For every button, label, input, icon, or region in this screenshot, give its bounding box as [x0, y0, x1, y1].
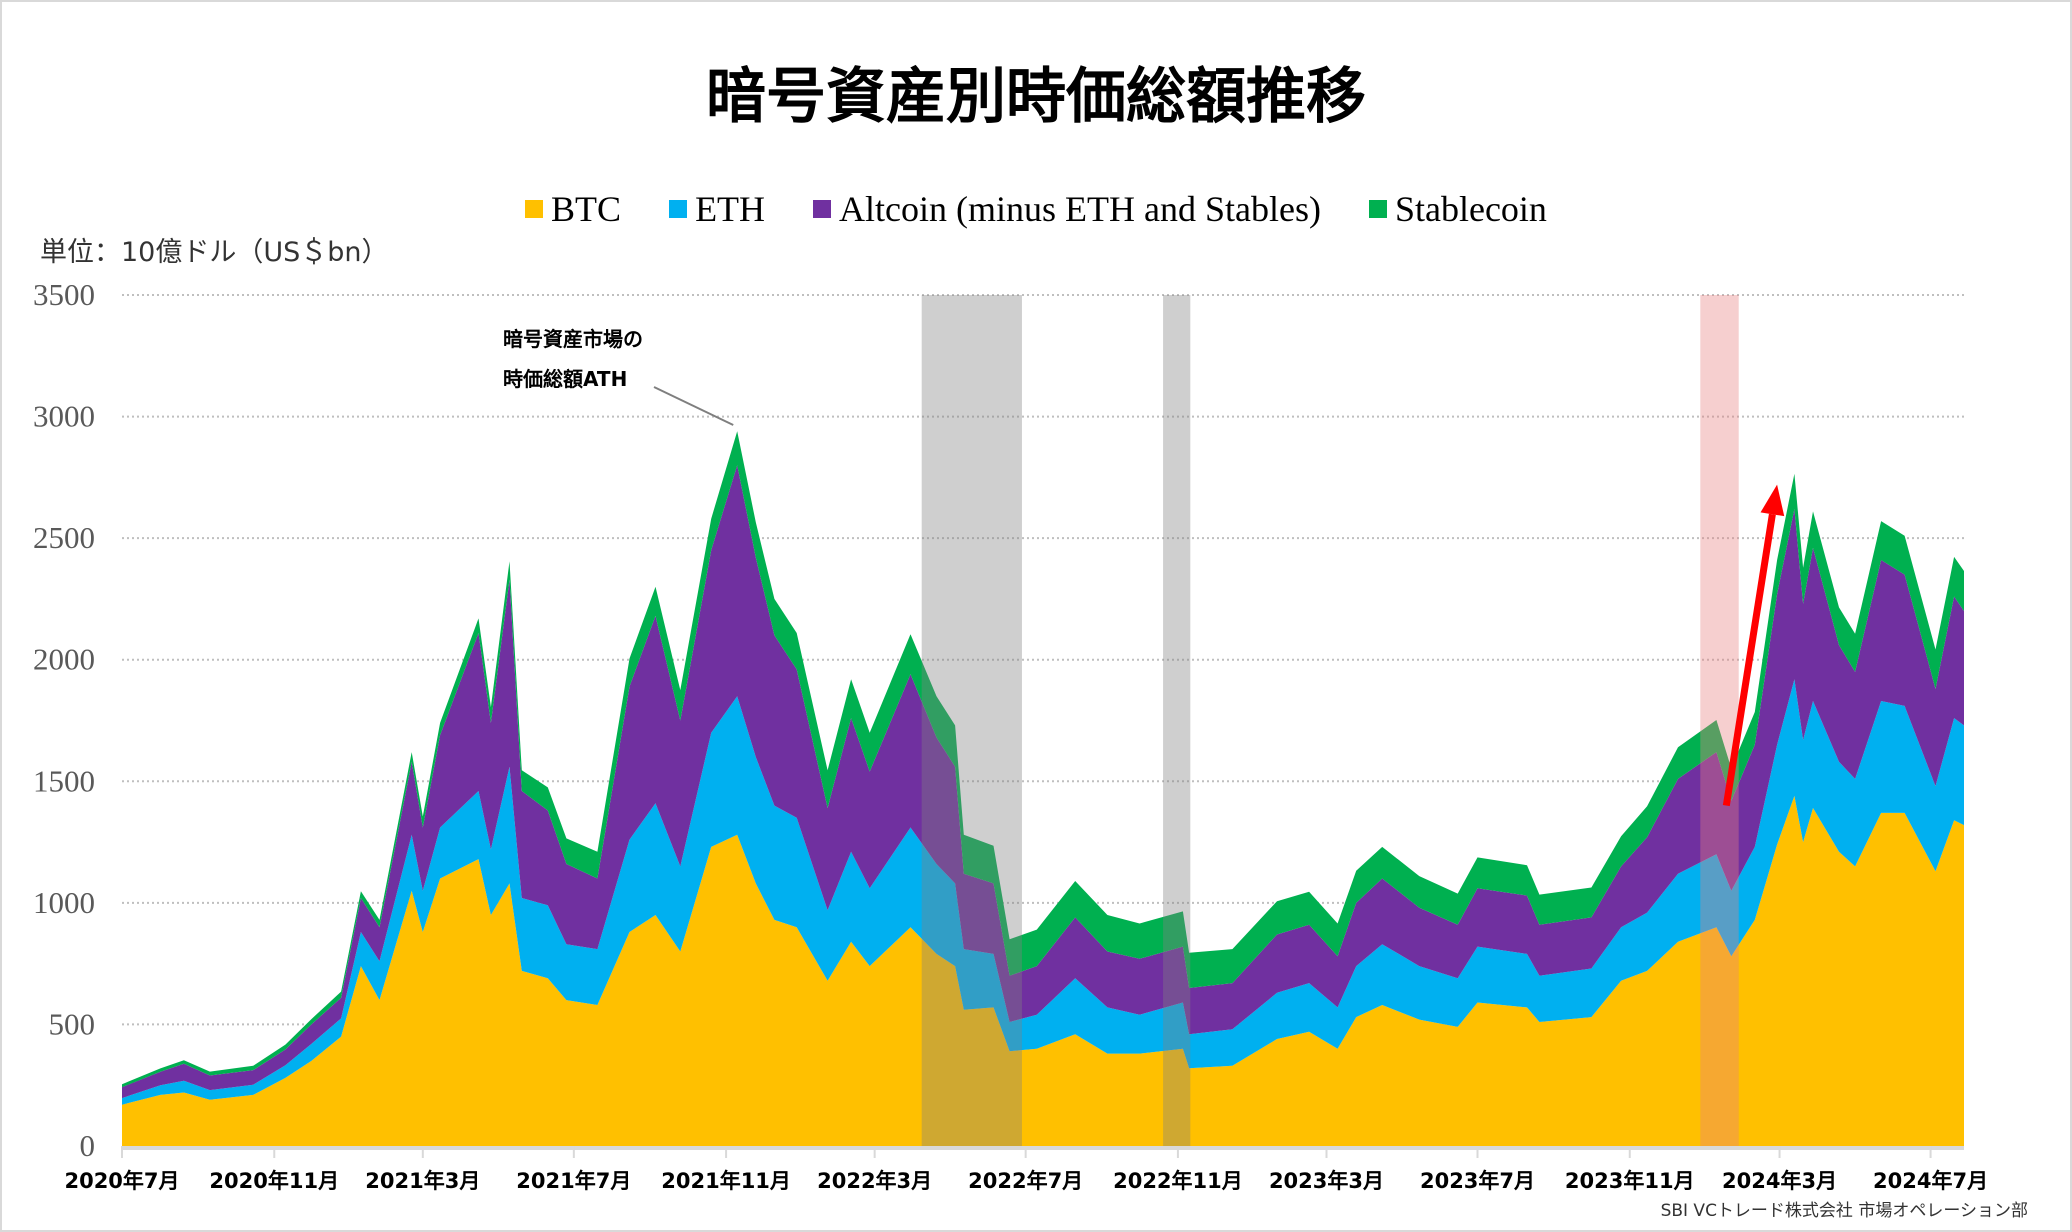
legend-label-btc: BTC: [551, 189, 622, 229]
trend-arrow-head: [1760, 484, 1785, 517]
legend-item-stablecoin: Stablecoin: [1368, 188, 1547, 230]
area-btc: [122, 795, 1964, 1146]
x-tick-label: 2020年11月: [209, 1169, 339, 1193]
annotations: 暗号資産市場の 時価総額ATH: [503, 327, 1785, 807]
x-tick-label: 2023年11月: [1565, 1169, 1695, 1193]
y-tick-label: 3500: [33, 277, 95, 312]
area-altcoin: [122, 465, 1964, 1099]
y-tick-label: 1500: [33, 763, 95, 798]
highlight-band: [921, 295, 1022, 1146]
highlight-band: [1700, 295, 1739, 1146]
x-tick-label: 2023年3月: [1269, 1169, 1384, 1193]
legend-label-stablecoin: Stablecoin: [1394, 189, 1547, 229]
x-tick-label: 2024年7月: [1873, 1169, 1988, 1193]
legend-swatch-eth: [669, 200, 688, 218]
ath-annotation-line1: 暗号資産市場の: [503, 327, 643, 351]
y-tick-label: 500: [49, 1006, 96, 1041]
ath-annotation-line2: 時価総額ATH: [503, 367, 627, 391]
x-tick-label: 2021年11月: [661, 1169, 791, 1193]
x-axis: 2020年7月 2020年11月 2021年3月 2021年7月 2021年11月 202…: [64, 1146, 1988, 1193]
chart-title: 暗号資産別時価総額推移: [706, 62, 1366, 132]
annotation-leader-line: [653, 386, 734, 426]
legend-swatch-btc: [525, 200, 544, 218]
x-tick-label: 2021年7月: [516, 1169, 631, 1193]
x-tick-label: 2021年3月: [365, 1169, 480, 1193]
legend-swatch-altcoin: [813, 200, 832, 218]
legend-item-eth: ETH: [669, 188, 765, 230]
y-tick-label: 2000: [33, 642, 95, 677]
area-eth: [122, 679, 1964, 1105]
stacked-areas: [122, 431, 1964, 1146]
highlight-bands: [921, 295, 1739, 1146]
x-tick-label: 2022年3月: [817, 1169, 932, 1193]
y-tick-label: 0: [80, 1128, 96, 1163]
legend-item-altcoin: Altcoin (minus ETH and Stables): [813, 188, 1321, 230]
x-tick-label: 2023年7月: [1420, 1169, 1535, 1193]
legend-swatch-stablecoin: [1368, 200, 1387, 218]
unit-label: 単位：10億ドル（US＄bn）: [40, 237, 389, 268]
credit-text: SBI VCトレード株式会社 市場オペレーション部: [1660, 1201, 2028, 1221]
x-tick-label: 2022年11月: [1113, 1169, 1243, 1193]
legend-label-eth: ETH: [695, 189, 766, 229]
area-stablecoin: [122, 431, 1964, 1088]
legend: BTC ETH Altcoin (minus ETH and Stables) …: [0, 188, 2072, 230]
x-tick-label: 2020年7月: [64, 1169, 179, 1193]
x-tick-label: 2022年7月: [968, 1169, 1083, 1193]
legend-label-altcoin: Altcoin (minus ETH and Stables): [839, 189, 1321, 229]
legend-item-btc: BTC: [525, 188, 621, 230]
highlight-band: [1163, 295, 1191, 1146]
trend-arrow-shaft: [1722, 513, 1776, 807]
y-tick-label: 2500: [33, 520, 95, 555]
x-tick-label: 2024年3月: [1722, 1169, 1837, 1193]
y-tick-label: 3000: [33, 399, 95, 434]
y-tick-label: 1000: [33, 885, 95, 920]
